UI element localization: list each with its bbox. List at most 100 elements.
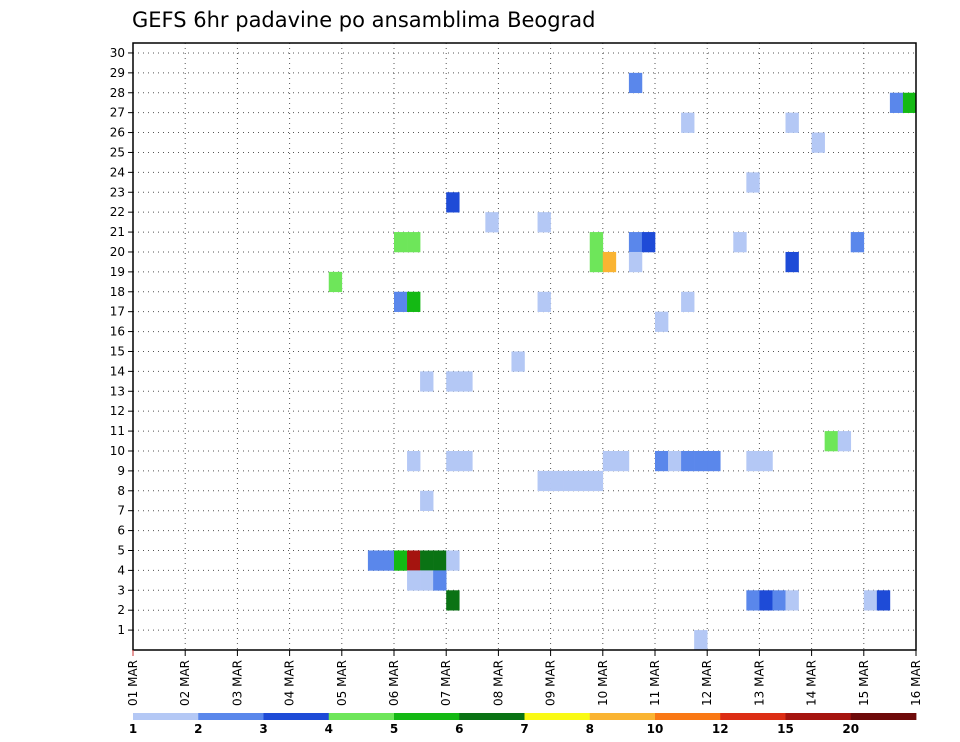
precip-cell bbox=[681, 112, 695, 133]
legend-label: 3 bbox=[259, 722, 267, 736]
precip-cell bbox=[655, 311, 669, 332]
precip-cell bbox=[876, 590, 891, 611]
x-tick-label: 13 MAR bbox=[752, 660, 766, 706]
precip-cell bbox=[446, 450, 460, 472]
legend-swatch bbox=[720, 713, 786, 720]
legend-label: 12 bbox=[712, 722, 729, 736]
y-tick-label: 23 bbox=[110, 185, 125, 199]
precip-cell bbox=[420, 570, 434, 591]
precip-cell bbox=[850, 232, 865, 253]
precip-cell bbox=[746, 172, 760, 193]
precip-cell bbox=[681, 291, 695, 312]
legend-label: 7 bbox=[520, 722, 528, 736]
x-tick-label: 08 MAR bbox=[491, 660, 505, 706]
precip-cell bbox=[694, 450, 708, 472]
legend-label: 15 bbox=[777, 722, 794, 736]
y-tick-label: 29 bbox=[110, 66, 125, 80]
legend-swatch bbox=[655, 713, 721, 720]
precip-cell bbox=[485, 212, 499, 233]
precip-cell bbox=[407, 291, 421, 312]
legend-label: 10 bbox=[647, 722, 664, 736]
precip-cell bbox=[446, 590, 460, 611]
y-tick-label: 3 bbox=[117, 583, 125, 597]
y-tick-label: 27 bbox=[110, 106, 125, 120]
precip-cell bbox=[746, 450, 760, 472]
y-tick-label: 19 bbox=[110, 265, 125, 279]
precip-cell bbox=[837, 431, 852, 452]
legend-swatch bbox=[394, 713, 460, 720]
x-tick-label: 14 MAR bbox=[805, 660, 819, 706]
legend-label: 2 bbox=[194, 722, 202, 736]
precip-cell bbox=[824, 431, 838, 452]
precip-cell bbox=[380, 550, 395, 571]
y-tick-label: 18 bbox=[110, 285, 125, 299]
precip-cell bbox=[589, 232, 604, 253]
y-tick-label: 5 bbox=[117, 543, 125, 557]
y-tick-label: 21 bbox=[110, 225, 125, 239]
y-tick-label: 30 bbox=[110, 46, 125, 60]
y-tick-label: 14 bbox=[110, 364, 125, 378]
y-tick-label: 16 bbox=[110, 325, 125, 339]
precip-cell bbox=[407, 232, 421, 253]
y-tick-label: 7 bbox=[117, 504, 125, 518]
precip-cell bbox=[394, 232, 408, 253]
legend-swatch bbox=[328, 713, 395, 720]
legend-swatch bbox=[589, 713, 656, 720]
y-tick-label: 25 bbox=[110, 145, 125, 159]
precip-cell bbox=[694, 630, 708, 651]
x-tick-label: 06 MAR bbox=[387, 660, 401, 706]
precip-cell bbox=[537, 291, 551, 312]
precip-cell bbox=[759, 450, 773, 472]
y-tick-label: 15 bbox=[110, 344, 125, 358]
precip-cell bbox=[537, 212, 551, 233]
legend-label: 20 bbox=[842, 722, 859, 736]
x-tick-label: 15 MAR bbox=[857, 660, 871, 706]
x-tick-label: 03 MAR bbox=[230, 660, 244, 706]
plot-frame bbox=[132, 42, 917, 651]
precip-cell bbox=[459, 450, 473, 472]
precip-cell bbox=[602, 450, 617, 472]
y-tick-label: 4 bbox=[117, 563, 125, 577]
legend-swatch bbox=[263, 713, 330, 720]
precip-cell bbox=[589, 470, 604, 492]
precip-cell bbox=[433, 570, 447, 591]
legend-swatch bbox=[133, 713, 199, 720]
precip-cell bbox=[407, 450, 421, 472]
precip-cell bbox=[733, 232, 747, 253]
precip-cell bbox=[367, 550, 382, 571]
precip-cell bbox=[746, 590, 760, 611]
precip-cell bbox=[576, 470, 591, 492]
y-tick-label: 11 bbox=[110, 424, 125, 438]
y-tick-label: 24 bbox=[110, 165, 125, 179]
y-tick-label: 17 bbox=[110, 305, 125, 319]
precip-cell bbox=[641, 232, 656, 253]
y-tick-label: 22 bbox=[110, 205, 125, 219]
legend-swatch bbox=[524, 713, 591, 720]
x-tick-label: 09 MAR bbox=[544, 660, 558, 706]
chart-title: GEFS 6hr padavine po ansamblima Beograd bbox=[132, 8, 595, 32]
y-tick-label: 13 bbox=[110, 384, 125, 398]
precip-cell bbox=[602, 251, 617, 273]
precip-cell bbox=[628, 251, 643, 273]
precip-cell bbox=[407, 570, 421, 591]
precip-cell bbox=[420, 490, 434, 511]
legend-label: 8 bbox=[586, 722, 594, 736]
x-tick-label: 05 MAR bbox=[335, 660, 349, 706]
x-tick-label: 07 MAR bbox=[439, 660, 453, 706]
precip-cell bbox=[589, 251, 604, 273]
legend-swatch bbox=[459, 713, 525, 720]
precip-cell bbox=[446, 550, 460, 571]
precip-cell bbox=[420, 550, 434, 571]
precip-cell bbox=[707, 450, 721, 472]
precip-cell bbox=[628, 72, 643, 94]
x-tick-label: 01 MAR bbox=[126, 660, 140, 706]
precip-cell bbox=[420, 371, 434, 392]
x-tick-label: 10 MAR bbox=[596, 660, 610, 706]
precip-cell bbox=[407, 550, 421, 571]
y-tick-label: 28 bbox=[110, 86, 125, 100]
legend-swatch bbox=[198, 713, 264, 720]
x-tick-label: 04 MAR bbox=[283, 660, 297, 706]
y-tick-label: 26 bbox=[110, 126, 125, 140]
precip-cell bbox=[863, 590, 878, 611]
